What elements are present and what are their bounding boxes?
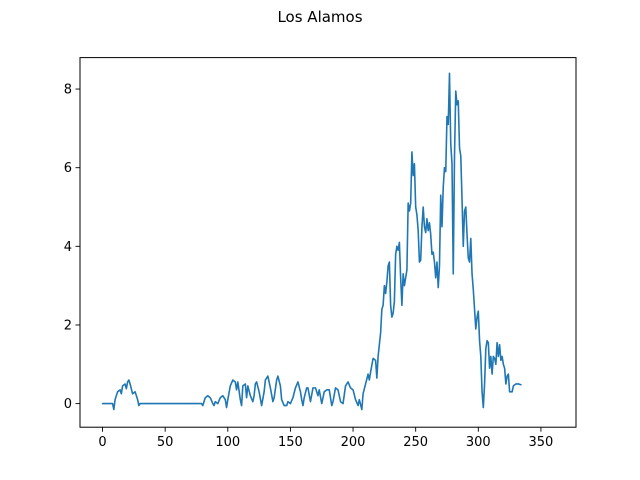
- x-tick-label: 50: [157, 435, 174, 450]
- tick-layer: 0 50 100 150 200 250 300 350 0 2 4 6 8: [64, 83, 554, 451]
- x-tick-label: 250: [403, 435, 428, 450]
- y-tick-label: 8: [64, 83, 72, 98]
- y-tick-label: 4: [64, 240, 72, 255]
- chart-title: Los Alamos: [277, 8, 362, 26]
- x-tick-label: 150: [278, 435, 303, 450]
- y-tick-label: 0: [64, 397, 72, 412]
- series-line: [101, 72, 522, 411]
- series-layer: [101, 72, 522, 411]
- x-tick-label: 0: [98, 435, 106, 450]
- x-tick-label: 100: [215, 435, 240, 450]
- y-tick-label: 6: [64, 161, 72, 176]
- x-tick-label: 350: [529, 435, 554, 450]
- x-tick-label: 300: [466, 435, 491, 450]
- y-tick-label: 2: [64, 318, 72, 333]
- plot-frame: [79, 57, 577, 428]
- x-tick-label: 200: [341, 435, 366, 450]
